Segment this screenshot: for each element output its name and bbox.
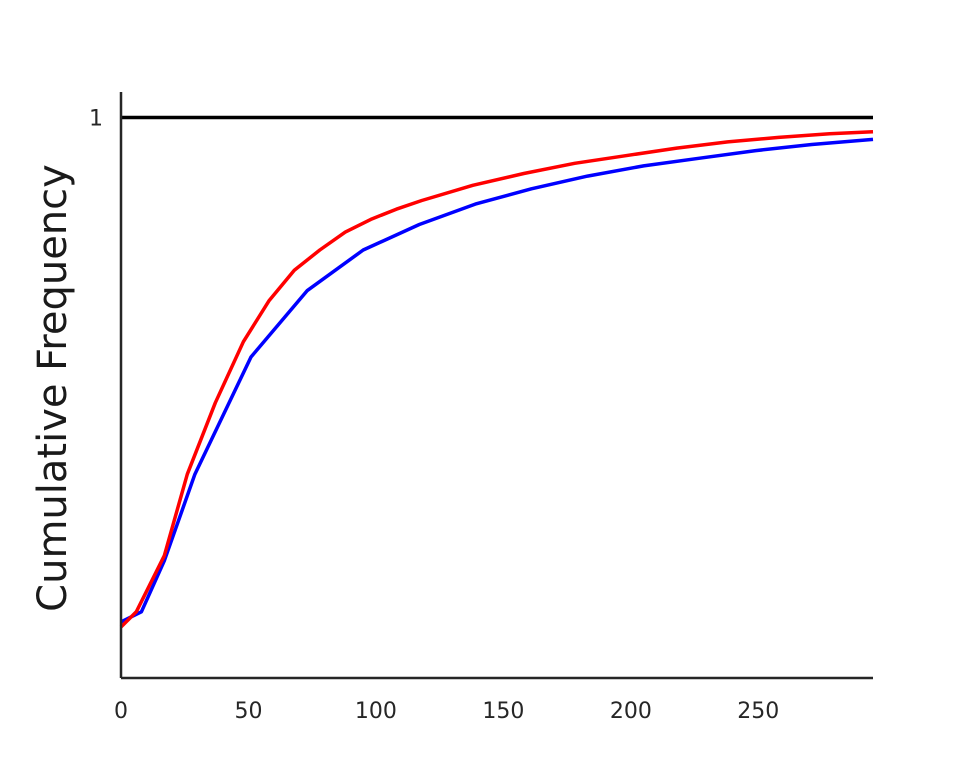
x-tick-label-200: 200 (610, 699, 652, 724)
x-tick-label-0: 0 (114, 699, 128, 724)
x-tick-label-250: 250 (737, 699, 779, 724)
series-line-0 (120, 137, 874, 624)
y-axis-title: Cumulative Frequency (30, 164, 76, 612)
y-tick-label-1: 1 (89, 106, 103, 131)
x-tick-label-100: 100 (355, 699, 397, 724)
series-line-1 (119, 129, 874, 629)
x-tick-label-150: 150 (482, 699, 524, 724)
plot-area: 0 50 100 150 200 250 1 (89, 92, 874, 724)
x-tick-label-50: 50 (234, 699, 262, 724)
